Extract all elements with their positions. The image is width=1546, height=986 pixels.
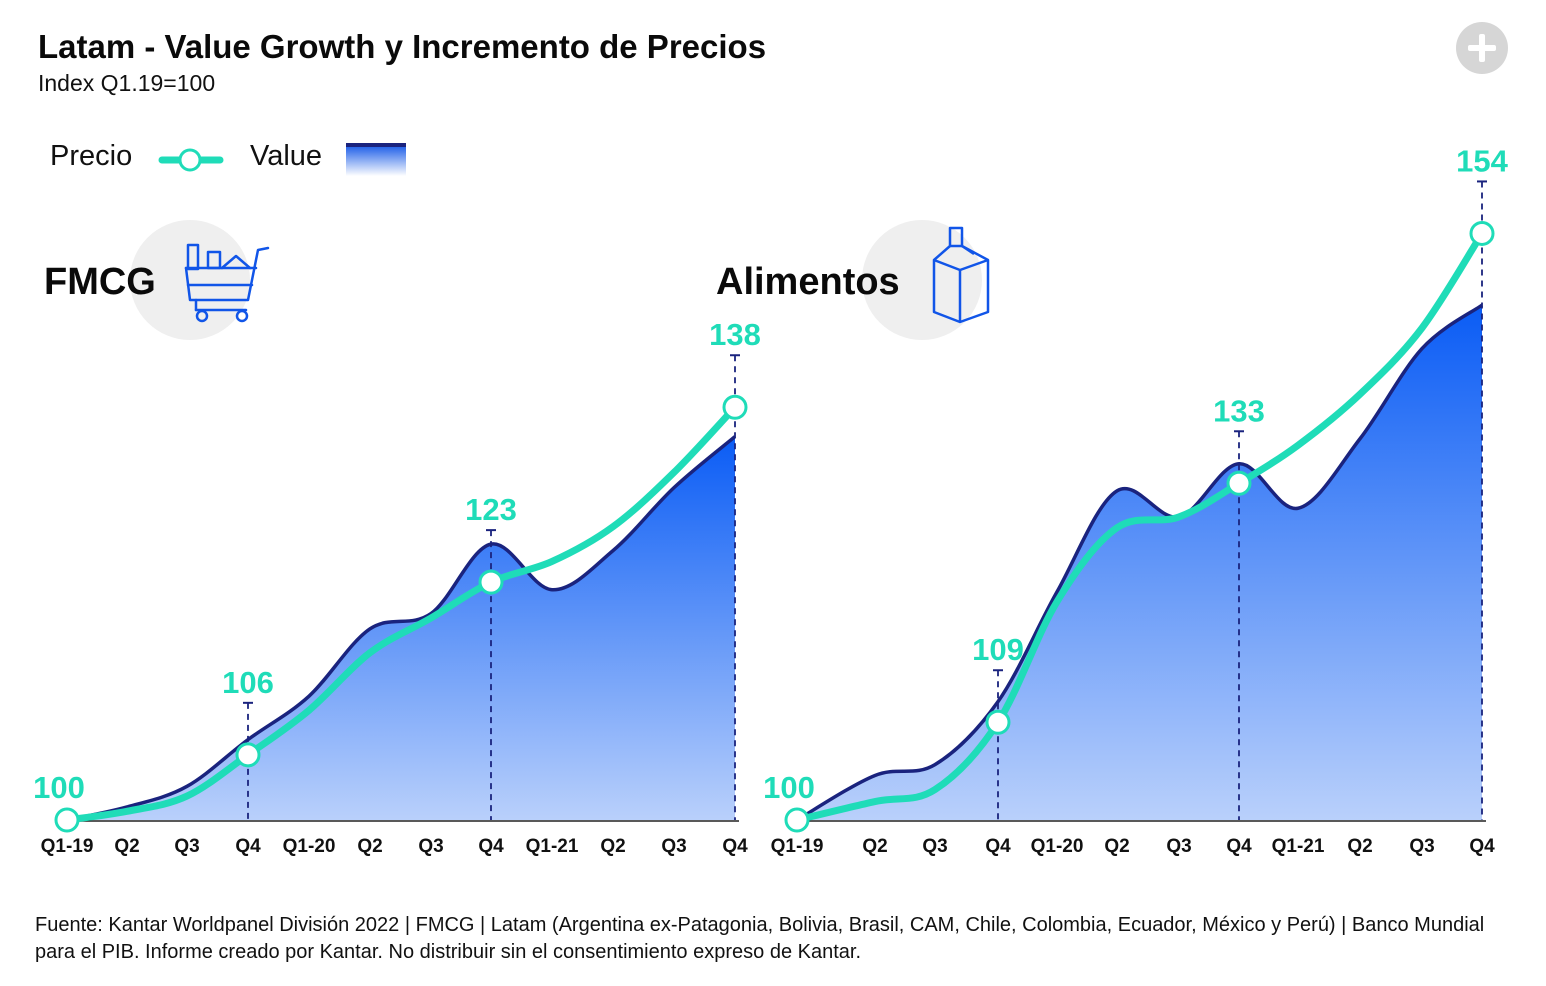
data-label: 100 <box>763 770 815 805</box>
legend-value-swatch-outline <box>346 143 406 147</box>
price-point <box>235 742 261 768</box>
x-tick-label: Q2 <box>114 836 139 857</box>
value-area <box>797 305 1482 820</box>
fmcg-panel-title: FMCG <box>44 261 156 303</box>
price-point <box>1469 220 1495 246</box>
alimentos-chart: 100 109 133 154 Q1-19 Q2 Q3 Q4 Q1-20 Q2 Q3 Q4 Q1-21 Q… <box>763 143 1508 857</box>
price-point <box>985 709 1011 735</box>
x-tick-label: Q2 <box>1104 836 1129 857</box>
x-tick-label: Q2 <box>357 836 382 857</box>
price-point <box>478 569 504 595</box>
milk-carton-icon <box>932 226 990 324</box>
price-point <box>784 807 810 833</box>
value-area-outline <box>796 303 1484 822</box>
legend-value-swatch <box>346 143 406 176</box>
price-point <box>54 807 80 833</box>
value-area-outline <box>66 435 737 822</box>
x-tick-label: Q1-20 <box>283 836 336 857</box>
shopping-cart-icon <box>184 243 270 323</box>
x-tick-label: Q1-19 <box>771 836 824 857</box>
x-tick-label: Q4 <box>722 836 748 857</box>
x-tick-label: Q3 <box>661 836 686 857</box>
x-tick-label: Q3 <box>174 836 199 857</box>
legend-price-swatch <box>158 148 224 172</box>
legend-price-label: Precio <box>50 140 133 172</box>
price-point <box>1226 470 1252 496</box>
x-tick-label: Q3 <box>922 836 947 857</box>
chart-title: Latam - Value Growth y Incremento de Pre… <box>38 28 767 65</box>
x-tick-label: Q2 <box>1347 836 1372 857</box>
price-line <box>793 229 1486 824</box>
x-tick-label: Q4 <box>235 836 261 857</box>
x-tick-label: Q3 <box>418 836 443 857</box>
x-tick-label: Q4 <box>985 836 1011 857</box>
x-tick-label: Q4 <box>478 836 504 857</box>
price-line <box>63 403 739 824</box>
x-tick-label: Q3 <box>1166 836 1191 857</box>
data-label: 138 <box>709 317 761 352</box>
data-label: 109 <box>972 632 1024 667</box>
data-label: 100 <box>33 770 85 805</box>
chart-canvas: FMCG Alimentos 100 106 123 138 Q1-19 Q2 Q3 Q4 Q1… <box>33 143 1509 857</box>
plus-icon[interactable] <box>1456 22 1508 74</box>
chart-subtitle: Index Q1.19=100 <box>38 70 216 96</box>
x-tick-label: Q1-21 <box>526 836 579 857</box>
fmcg-chart: 100 106 123 138 Q1-19 Q2 Q3 Q4 Q1-20 Q2 Q3 Q4 Q1-21 Q… <box>33 317 761 857</box>
data-label: 123 <box>465 492 517 527</box>
legend-value-label: Value <box>250 140 323 172</box>
x-tick-label: Q1-21 <box>1272 836 1325 857</box>
data-label: 133 <box>1213 393 1265 428</box>
alimentos-icon-bg <box>862 220 982 340</box>
x-tick-label: Q4 <box>1469 836 1495 857</box>
price-point <box>722 394 748 420</box>
x-tick-label: Q3 <box>1409 836 1434 857</box>
x-tick-label: Q2 <box>862 836 887 857</box>
alimentos-panel-title: Alimentos <box>716 261 900 303</box>
x-tick-label: Q2 <box>600 836 625 857</box>
source-footnote: Fuente: Kantar Worldpanel División 2022 … <box>35 914 1485 963</box>
x-tick-label: Q1-19 <box>41 836 94 857</box>
x-tick-label: Q4 <box>1226 836 1252 857</box>
data-label: 106 <box>222 665 274 700</box>
x-tick-label: Q1-20 <box>1031 836 1084 857</box>
data-label: 154 <box>1456 143 1508 178</box>
value-area <box>67 436 735 820</box>
